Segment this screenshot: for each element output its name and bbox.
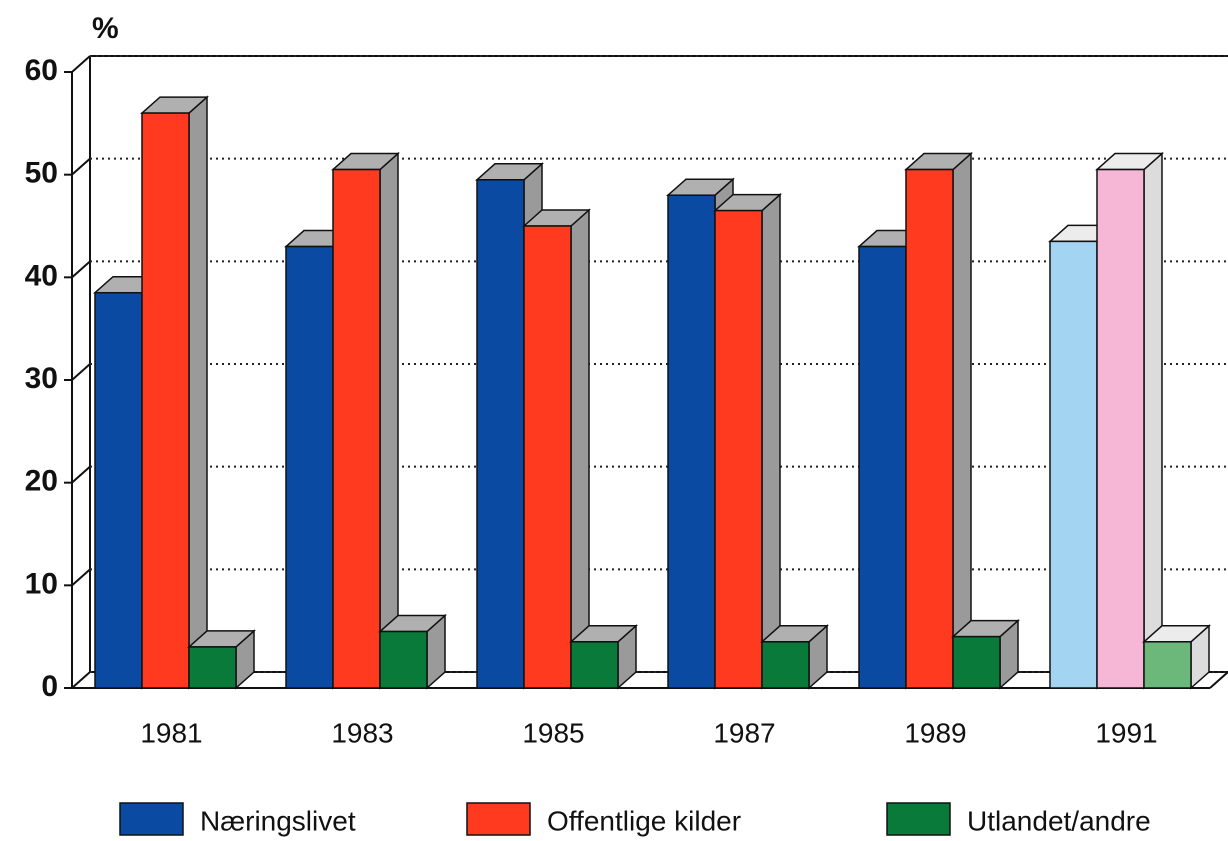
y-tick-label: 30 <box>25 362 58 395</box>
tick-mark <box>71 363 91 381</box>
bar <box>714 209 763 689</box>
bar <box>761 641 810 689</box>
bar <box>285 245 334 689</box>
bar <box>523 225 572 689</box>
y-tick-label: 40 <box>25 259 58 292</box>
legend-label: Næringslivet <box>200 805 356 836</box>
bar <box>858 245 907 689</box>
bar <box>1049 240 1098 689</box>
x-tick-label: 1991 <box>1095 717 1157 748</box>
y-tick-label: 20 <box>25 465 58 498</box>
x-tick-label: 1989 <box>904 717 966 748</box>
bar-side <box>1143 151 1163 690</box>
bar <box>905 168 954 689</box>
x-tick-label: 1981 <box>140 717 202 748</box>
bar-side <box>379 151 399 690</box>
y-tick-label: 10 <box>25 567 58 600</box>
y-tick-label: 50 <box>25 157 58 190</box>
bar <box>1143 641 1192 689</box>
x-tick-label: 1983 <box>331 717 393 748</box>
bar-side <box>952 151 972 690</box>
tick-mark <box>71 671 91 689</box>
legend-swatch <box>466 802 531 836</box>
tick-mark <box>71 157 91 176</box>
y-tick-label: 60 <box>25 54 58 87</box>
legend-label: Offentlige kilder <box>547 805 741 836</box>
bar <box>379 630 428 689</box>
legend-label: Utlandet/andre <box>967 805 1151 836</box>
legend-swatch <box>119 802 184 836</box>
bar-side <box>761 192 781 690</box>
x-tick-label: 1987 <box>713 717 775 748</box>
floor-right <box>1209 671 1228 689</box>
bar-side <box>570 208 590 690</box>
bar <box>570 641 619 689</box>
bar <box>476 179 525 689</box>
y-unit-label: % <box>92 12 119 45</box>
tick-mark <box>71 260 91 279</box>
bar <box>94 291 143 689</box>
y-tick-label: 0 <box>41 670 58 703</box>
bar <box>188 646 237 689</box>
legend-swatch <box>886 802 951 836</box>
bar <box>1096 168 1145 689</box>
bar <box>332 168 381 689</box>
bar <box>141 112 190 689</box>
bar <box>952 635 1001 689</box>
x-tick-label: 1985 <box>522 717 584 748</box>
tick-mark <box>71 55 91 73</box>
tick-mark <box>71 568 91 587</box>
tick-mark <box>71 465 91 484</box>
bar-side <box>188 95 208 690</box>
bar <box>667 194 716 689</box>
